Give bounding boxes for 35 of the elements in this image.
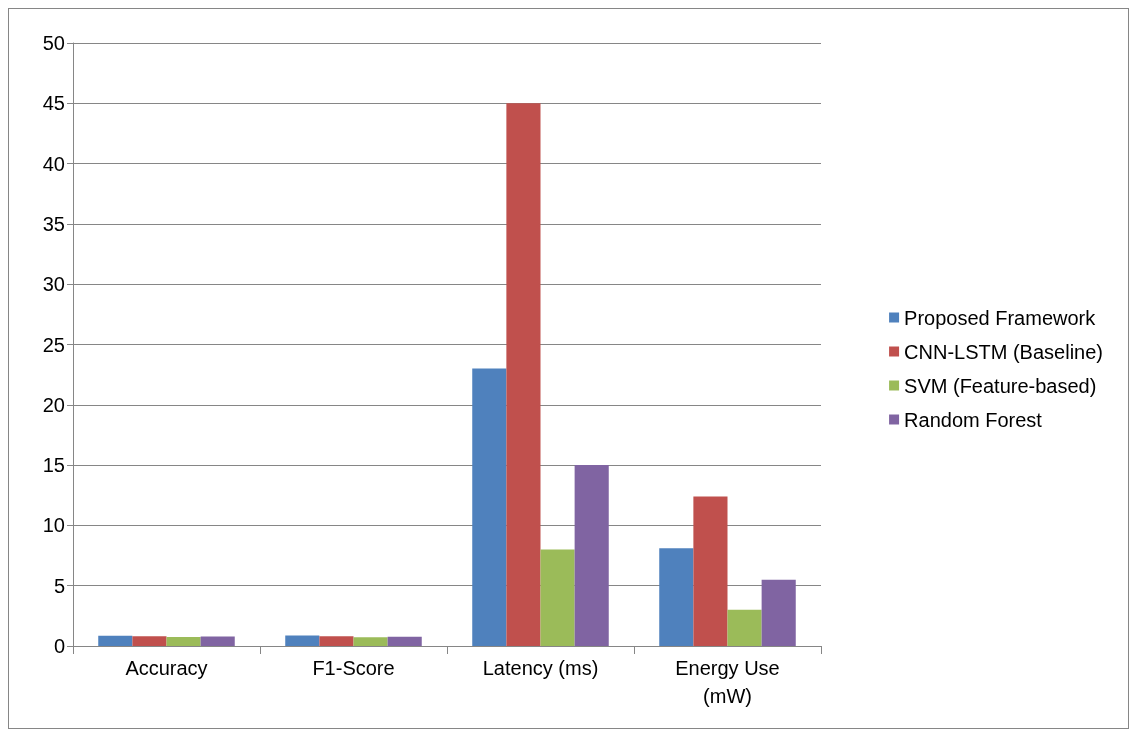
- x-tick-label: Latency (ms): [482, 657, 599, 679]
- bar: [285, 635, 320, 646]
- bar: [387, 636, 422, 646]
- y-tick-label: 0: [53, 635, 65, 657]
- legend-label: SVM (Feature-based): [904, 374, 1097, 397]
- y-tick-label: 10: [42, 514, 65, 537]
- legend-label: Proposed Framework: [904, 306, 1097, 329]
- bar: [540, 549, 575, 646]
- x-tick-label: F1-Score: [312, 657, 395, 679]
- bar: [574, 465, 609, 646]
- bar: [319, 636, 354, 646]
- bar: [98, 635, 133, 646]
- bar: [132, 636, 167, 646]
- y-tick-label: 25: [42, 333, 65, 356]
- bar: [506, 103, 541, 646]
- x-tick-label: Energy Use (mW): [675, 657, 780, 707]
- bar: [761, 579, 796, 646]
- y-tick-label: 50: [42, 32, 65, 54]
- bar: [472, 368, 507, 646]
- y-tick-label: 20: [42, 393, 65, 416]
- y-tick-label: 45: [42, 92, 65, 115]
- y-tick-label: 40: [42, 152, 65, 175]
- legend-label: CNN-LSTM (Baseline): [904, 340, 1104, 363]
- bar: [727, 609, 762, 646]
- y-tick-label: 35: [42, 212, 65, 235]
- bar: [200, 636, 235, 646]
- bar: [693, 496, 728, 646]
- y-tick-label: 5: [53, 574, 65, 597]
- y-tick-label: 30: [42, 273, 65, 296]
- legend-label: Random Forest: [904, 408, 1043, 431]
- bar: [659, 548, 694, 646]
- x-tick-label: Accuracy: [125, 657, 208, 679]
- bar: [353, 637, 388, 646]
- bar: [166, 637, 201, 646]
- y-tick-label: 15: [42, 454, 65, 477]
